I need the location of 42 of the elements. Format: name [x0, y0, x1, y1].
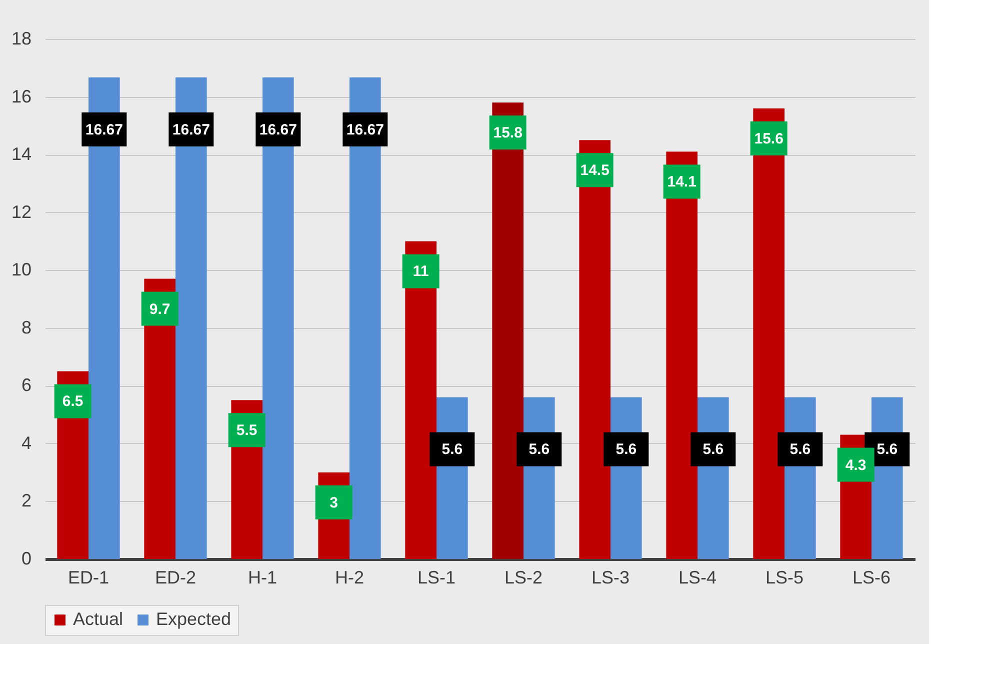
data-label: 5.6 — [528, 441, 550, 458]
data-label: 5.6 — [616, 441, 637, 458]
legend-label: Actual — [73, 609, 124, 629]
data-label: 15.6 — [754, 130, 784, 148]
x-tick-label: H-1 — [248, 568, 278, 588]
y-tick-label: 12 — [11, 202, 32, 222]
data-label: 14.5 — [580, 162, 610, 180]
data-label: 11 — [412, 263, 429, 280]
x-tick-label: ED-2 — [154, 568, 196, 588]
data-label: 6.5 — [62, 393, 84, 410]
data-label: 16.67 — [85, 121, 123, 138]
x-tick-label: ED-1 — [68, 568, 110, 588]
y-tick-label: 16 — [11, 86, 32, 106]
data-label: 5.5 — [236, 422, 258, 440]
y-tick-label: 0 — [21, 548, 32, 568]
legend-label: Expected — [156, 609, 232, 629]
data-label: 14.1 — [667, 174, 696, 191]
data-label: 15.8 — [493, 124, 522, 142]
x-tick-label: LS-3 — [591, 568, 630, 588]
y-tick-label: 8 — [21, 317, 32, 338]
data-label: 3 — [330, 494, 338, 512]
data-label: 5.6 — [702, 441, 724, 458]
y-tick-label: 6 — [21, 375, 32, 396]
data-label: 16.67 — [259, 121, 297, 138]
y-tick-label: 18 — [11, 28, 32, 48]
x-tick-label: LS-4 — [678, 568, 717, 588]
y-tick-label: 14 — [11, 144, 32, 164]
data-label: 16.67 — [172, 121, 210, 138]
y-tick-label: 2 — [21, 490, 32, 511]
data-label: 5.6 — [442, 441, 463, 458]
x-tick-label: LS-6 — [852, 568, 891, 588]
y-tick-label: 4 — [21, 432, 32, 453]
data-label: 5.6 — [790, 441, 811, 458]
x-tick-label: LS-1 — [417, 568, 456, 588]
data-label: 16.67 — [346, 121, 384, 138]
x-tick-label: H-2 — [334, 568, 364, 588]
x-tick-label: LS-2 — [504, 568, 543, 588]
y-tick-label: 10 — [11, 260, 32, 280]
data-label: 9.7 — [149, 300, 170, 318]
x-tick-label: LS-5 — [765, 568, 804, 588]
data-label: 4.3 — [845, 456, 866, 474]
data-label: 5.6 — [876, 441, 898, 458]
